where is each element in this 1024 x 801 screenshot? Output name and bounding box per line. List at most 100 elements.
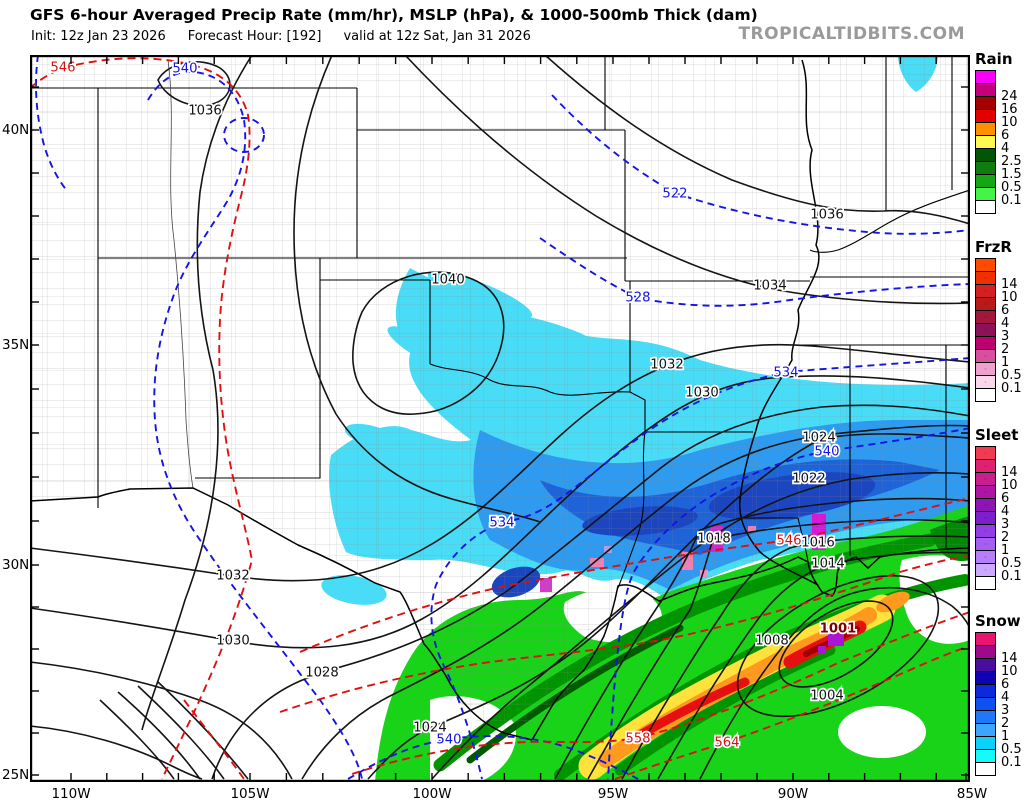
legend-box: 1.5 (975, 161, 1022, 182)
contour-label: 1036 (810, 208, 844, 223)
init-time: Init: 12z Jan 23 2026 (31, 29, 166, 44)
legend-box: 2 (975, 524, 1009, 545)
legend-value: 3 (1001, 703, 1010, 718)
legend-box: 6 (975, 297, 1009, 318)
legend-value: 0.1 (1001, 755, 1022, 770)
contour-label: 1024 (802, 431, 836, 446)
legend-box (975, 70, 996, 84)
forecast-subtitle: Init: 12z Jan 23 2026 Forecast Hour: [192… (31, 29, 553, 44)
legend-title: Rain (975, 50, 1013, 68)
heavy-rain-tip (876, 591, 910, 613)
legend-box: 2.5 (975, 148, 1022, 169)
contour-label: 528 (625, 291, 650, 306)
contour-label: 1030 (216, 634, 250, 649)
contour-label: 546 (50, 61, 75, 76)
legend-value: 0.1 (1001, 381, 1022, 396)
legend-value: 0.5 (1001, 180, 1022, 195)
legend-box: 1 (975, 349, 1009, 370)
lon-label: 95W (597, 786, 629, 801)
legend-value: 14 (1001, 651, 1018, 666)
legend-value: 4 (1001, 141, 1010, 156)
legend-box: 1 (975, 723, 1009, 744)
contour-label: 1030 (685, 386, 719, 401)
legend-value: 6 (1001, 303, 1010, 318)
legend-value: 2 (1001, 716, 1010, 731)
legend-title: FrzR (975, 238, 1012, 256)
legend-box: 0.5 (975, 736, 1022, 757)
legend-box: 24 (975, 83, 1018, 104)
legend-box: 1 (975, 537, 1009, 558)
legend-value: 4 (1001, 690, 1010, 705)
legend-box: 0.5 (975, 550, 1022, 571)
legend-box: 6 (975, 671, 1009, 692)
legend-value: 0.5 (1001, 368, 1022, 383)
legend-value: 24 (1001, 89, 1018, 104)
legend-value: 16 (1001, 102, 1018, 117)
lat-label: 40N (2, 122, 30, 138)
legend-box: 3 (975, 697, 1009, 718)
contour-label: 1004 (810, 689, 844, 704)
page-title: GFS 6-hour Averaged Precip Rate (mm/hr),… (30, 6, 758, 24)
legend-box: 2 (975, 336, 1009, 357)
lon-label: 85W (956, 786, 988, 801)
contour-label: 540 (814, 445, 839, 460)
legend-box: 0.1 (975, 375, 1022, 396)
legend-value: 4 (1001, 504, 1010, 519)
legend-value: 0.1 (1001, 569, 1022, 584)
contour-label: 534 (489, 516, 514, 531)
contour-label: 1036 (188, 104, 222, 119)
legend-value: 2.5 (1001, 154, 1022, 169)
legend-box: 16 (975, 96, 1018, 117)
legend-box: 0.5 (975, 362, 1022, 383)
contour-label: 1016 (801, 536, 835, 551)
legend-value: 3 (1001, 329, 1010, 344)
thickness-contours-blue (35, 54, 971, 780)
contour-label: 540 (172, 62, 197, 77)
contour-label: 564 (714, 736, 739, 751)
contour-label: 1018 (697, 532, 731, 547)
legend-box: 4 (975, 498, 1009, 519)
legend-value: 6 (1001, 491, 1010, 506)
legend-frzr: FrzR 14 10 6 4 3 2 1 0.5 0.1 (975, 238, 1023, 402)
contour-label: 1028 (305, 666, 339, 681)
contour-label: 1008 (755, 634, 789, 649)
legend-value: 4 (1001, 316, 1010, 331)
contour-label: 1032 (650, 358, 684, 373)
contour-label: 540 (436, 733, 461, 748)
map-panel: 546 540 1036 522 1036 1040 1034 528 1032 534 1030 1… (29, 54, 971, 783)
legend-sleet: Sleet 14 10 6 4 3 2 1 0.5 0.1 (975, 426, 1023, 590)
legend-box (975, 200, 996, 214)
contour-label: 1024 (413, 721, 447, 736)
lat-label: 35N (2, 337, 30, 353)
legend-value: 1.5 (1001, 167, 1022, 182)
axis-ticks (31, 56, 969, 781)
contour-label: 558 (625, 732, 650, 747)
legend-value: 14 (1001, 277, 1018, 292)
legend-box: 14 (975, 271, 1018, 292)
legend-value: 6 (1001, 128, 1010, 143)
site-watermark: TROPICALTIDBITS.COM (738, 24, 965, 44)
mslp-contours (29, 54, 971, 780)
contour-label: 1032 (216, 569, 250, 584)
valid-time: valid at 12z Sat, Jan 31 2026 (343, 29, 531, 44)
legend-title: Sleet (975, 426, 1019, 444)
legend-box (975, 632, 996, 646)
legend-box: 3 (975, 511, 1009, 532)
legend-box: 10 (975, 109, 1018, 130)
legend-box: 4 (975, 135, 1009, 156)
contour-label: 522 (662, 187, 687, 202)
legend-box: 4 (975, 684, 1009, 705)
legend-box: 6 (975, 122, 1009, 143)
contour-label: 1034 (753, 279, 787, 294)
forecast-hour: Forecast Hour: [192] (187, 29, 322, 44)
legend-box: 10 (975, 284, 1018, 305)
legend-box: 14 (975, 645, 1018, 666)
legend-value: 3 (1001, 517, 1010, 532)
legend-value: 0.5 (1001, 556, 1022, 571)
lon-label: 110W (51, 786, 91, 801)
legend-box: 10 (975, 658, 1018, 679)
legend-value: 10 (1001, 115, 1018, 130)
